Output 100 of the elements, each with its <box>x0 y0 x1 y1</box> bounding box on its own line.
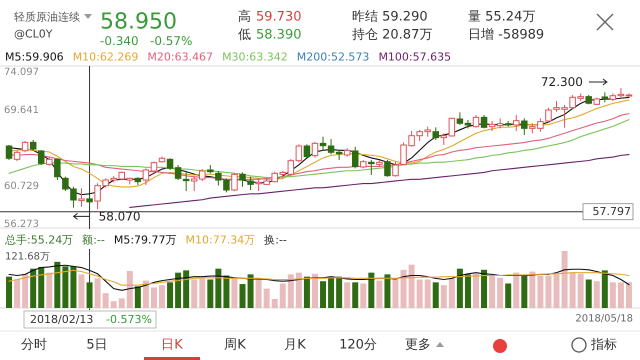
text: 昨结 59.290 <box>352 10 428 24</box>
candlestick <box>521 118 528 136</box>
annotation: 72.300 <box>540 75 583 90</box>
bar <box>497 278 504 308</box>
y-tick-label: 74.097 <box>4 67 39 78</box>
bar <box>320 281 326 308</box>
bar <box>231 278 238 308</box>
bar <box>424 280 431 308</box>
bar <box>167 282 174 308</box>
bar <box>537 276 544 308</box>
bar <box>432 282 439 308</box>
text: 换:-- <box>264 234 287 246</box>
bar <box>304 276 310 308</box>
candlestick <box>231 172 238 192</box>
bar <box>489 276 496 308</box>
candlestick <box>22 140 28 153</box>
candlestick <box>312 141 318 158</box>
text: 59.730 <box>256 10 302 24</box>
bar <box>134 286 141 308</box>
text: 日K <box>161 338 184 352</box>
bar <box>360 283 366 308</box>
y-tick-label: 69.641 <box>4 105 39 116</box>
bar <box>150 287 157 308</box>
bar <box>248 274 254 308</box>
bar <box>102 293 109 308</box>
bar <box>312 274 318 308</box>
text: 2018/05/18 <box>575 314 633 324</box>
bar <box>94 278 101 308</box>
bar <box>62 266 68 308</box>
bar <box>416 280 423 308</box>
bar <box>38 266 44 308</box>
text: 总手:55.24万 <box>4 234 74 246</box>
bar <box>22 274 28 308</box>
candlestick <box>86 194 93 208</box>
text: -0.340 <box>100 34 139 48</box>
text: 120分 <box>339 338 377 352</box>
bar <box>46 272 52 308</box>
bar <box>110 301 117 308</box>
candlestick <box>304 144 310 158</box>
candlestick <box>14 150 20 162</box>
text: -0.57% <box>150 34 192 48</box>
text: 日增 -58989 <box>468 28 544 42</box>
text: 指标 <box>590 338 617 352</box>
candlestick <box>6 144 12 160</box>
candlestick <box>384 160 391 178</box>
candlestick <box>432 126 439 140</box>
annotation: 121.68万 <box>5 252 50 262</box>
bar <box>392 278 398 308</box>
bar <box>70 266 76 308</box>
candlestick <box>78 188 85 208</box>
bar <box>159 285 165 308</box>
bar <box>207 280 214 308</box>
text: M10:62.269 <box>72 50 138 64</box>
text: 分时 <box>21 338 47 352</box>
text: M5:59.906 <box>5 50 64 64</box>
text: 58.950 <box>100 10 177 34</box>
text: M10:77.34万 <box>186 234 256 246</box>
bar <box>54 262 60 308</box>
text: 低 <box>238 28 251 42</box>
bar <box>505 283 512 308</box>
annotation: 58.070 <box>98 209 141 224</box>
candlestick <box>602 92 608 103</box>
bar <box>14 280 20 308</box>
bar <box>545 276 552 308</box>
text: M20:63.467 <box>147 50 214 64</box>
candlestick <box>480 114 488 129</box>
bar <box>240 284 246 308</box>
bar <box>376 280 382 308</box>
bar <box>78 274 84 308</box>
bar <box>336 276 342 308</box>
bar <box>473 274 479 308</box>
bar <box>328 276 334 308</box>
text: 持仓 20.87万 <box>352 28 432 42</box>
bar <box>400 270 407 308</box>
text: 高 <box>238 8 251 24</box>
bar <box>464 274 471 308</box>
bar <box>554 274 560 308</box>
bar <box>440 285 447 308</box>
bar <box>352 282 358 308</box>
bar <box>384 274 390 308</box>
bar <box>456 268 463 308</box>
bar <box>562 251 568 308</box>
candlestick <box>472 114 480 128</box>
text: -0.573% <box>106 313 152 326</box>
bar <box>126 270 133 308</box>
text: 月K <box>284 338 306 352</box>
candlestick <box>182 171 190 192</box>
candlestick <box>38 150 44 166</box>
text: M5:79.77万 <box>114 234 177 246</box>
bar <box>521 276 528 308</box>
ref-line-label: 57.797 <box>592 205 631 218</box>
bar <box>586 280 592 308</box>
bar <box>191 280 198 308</box>
bar <box>272 298 278 308</box>
bar <box>602 270 608 308</box>
candlestick <box>585 94 592 105</box>
bar <box>264 288 270 308</box>
candlestick <box>54 158 61 181</box>
chart-title: 轻质原油连续 <box>14 10 80 24</box>
bar <box>570 272 576 308</box>
